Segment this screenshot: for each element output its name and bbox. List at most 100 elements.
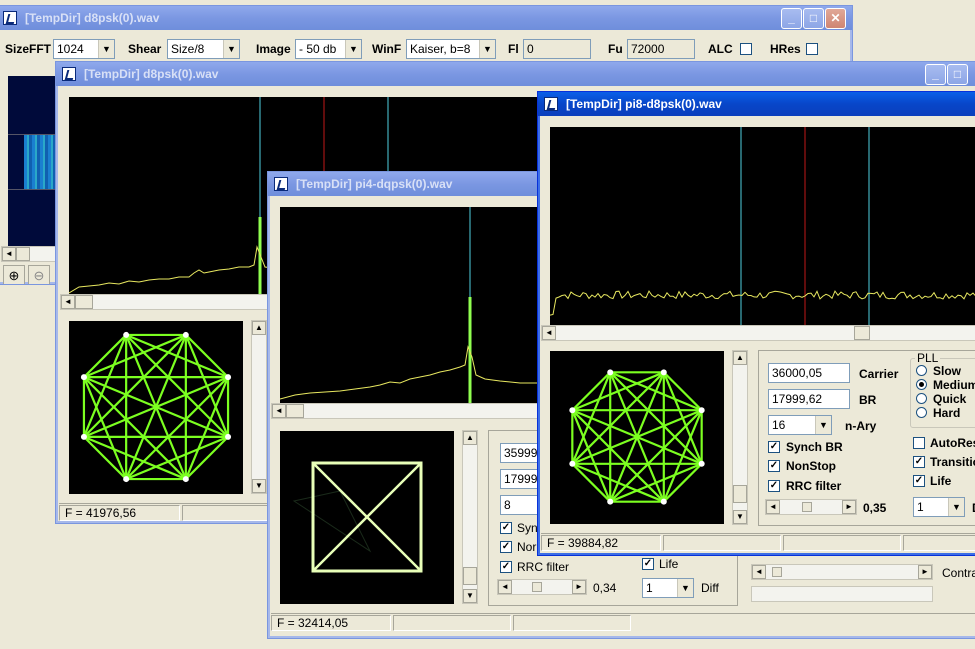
constellation-edge [662, 409, 703, 503]
synch-br-label: Synch BR [786, 440, 843, 454]
rrc-filter-checkbox[interactable]: ✓ [768, 480, 780, 492]
slider-thumb[interactable] [802, 502, 812, 512]
constellation-scrollbar[interactable]: ▲ ▼ [462, 430, 478, 604]
scroll-right-button[interactable]: ► [842, 500, 856, 514]
rolloff-slider[interactable]: ◄ ► [765, 499, 857, 515]
rolloff-slider[interactable]: ◄ ► [497, 579, 587, 595]
fl-input[interactable]: 0 [523, 39, 591, 59]
shear-select[interactable]: Size/8 ▼ [167, 39, 240, 59]
zoom-out-icon[interactable]: ⊖ [28, 265, 50, 284]
rolloff-value: 0,35 [863, 501, 887, 515]
status-frequency: F = 41976,56 [59, 505, 180, 521]
br-input[interactable]: 17999,62 [768, 389, 850, 409]
scroll-thumb[interactable] [463, 567, 477, 585]
alc-label: ALC [708, 42, 733, 56]
scroll-left-button[interactable]: ◄ [272, 404, 286, 418]
minimize-button[interactable]: _ [925, 64, 946, 85]
nonstop-checkbox[interactable]: ✓ [768, 460, 780, 472]
title-bar[interactable]: [TempDir] pi8-d8psk(0).wav [538, 92, 975, 116]
pll-hard-radio[interactable] [916, 407, 927, 418]
constellation-diagonal [312, 462, 422, 572]
waterfall-scrollbar[interactable]: ◄ [1, 246, 57, 262]
diff-select[interactable]: 1 ▼ [642, 578, 694, 598]
spectrum-scrollbar[interactable]: ◄ [541, 325, 975, 341]
slider-thumb[interactable] [772, 567, 782, 577]
constellation-scrollbar[interactable]: ▲ ▼ [732, 350, 748, 525]
winf-label: WinF [372, 42, 402, 56]
hres-checkbox[interactable] [806, 43, 818, 55]
synch-br-checkbox[interactable]: ✓ [768, 441, 780, 453]
window-title: [TempDir] d8psk(0).wav [25, 11, 160, 25]
scroll-left-button[interactable]: ◄ [752, 565, 766, 579]
constellation-svg [292, 461, 423, 573]
transition-checkbox[interactable]: ✓ [913, 456, 925, 468]
fu-input[interactable]: 72000 [627, 39, 695, 59]
autoreset-checkbox[interactable] [913, 437, 925, 449]
sizefft-label: SizeFFT [5, 42, 52, 56]
scroll-thumb[interactable] [286, 404, 304, 418]
scroll-up-button[interactable]: ▲ [463, 431, 477, 445]
scroll-right-button[interactable]: ► [572, 580, 586, 594]
pll-medium-radio[interactable] [916, 379, 927, 390]
waterfall-grid-line [8, 134, 58, 135]
maximize-button[interactable]: □ [947, 64, 968, 85]
scroll-down-button[interactable]: ▼ [733, 510, 747, 524]
scroll-left-button[interactable]: ◄ [766, 500, 780, 514]
scroll-left-button[interactable]: ◄ [542, 326, 556, 340]
life-checkbox[interactable]: ✓ [642, 558, 654, 570]
image-select[interactable]: - 50 db ▼ [295, 39, 362, 59]
slider-thumb[interactable] [532, 582, 542, 592]
nonstop-checkbox[interactable]: ✓ [500, 541, 512, 553]
scroll-right-button[interactable]: ► [918, 565, 932, 579]
spectrum-scrollbar[interactable]: ◄ [271, 403, 541, 419]
carrier-input[interactable]: 36000,05 [768, 363, 850, 383]
window-title: [TempDir] d8psk(0).wav [84, 67, 219, 81]
winf-select[interactable]: Kaiser, b=8 ▼ [406, 39, 496, 59]
chevron-down-icon: ▼ [815, 416, 831, 434]
contrast-slider[interactable]: ◄ ► [751, 564, 933, 580]
window-title: [TempDir] pi8-d8psk(0).wav [566, 97, 722, 111]
scroll-thumb[interactable] [733, 485, 747, 503]
scroll-down-button[interactable]: ▼ [463, 589, 477, 603]
pll-slow-radio[interactable] [916, 365, 927, 376]
constellation-plot [69, 321, 243, 494]
synch-br-checkbox[interactable]: ✓ [500, 522, 512, 534]
pll-quick-radio[interactable] [916, 393, 927, 404]
scroll-left-button[interactable]: ◄ [61, 295, 75, 309]
constellation-scrollbar[interactable]: ▲ ▼ [251, 320, 267, 494]
zoom-in-icon[interactable]: ⊕ [3, 265, 25, 284]
life-checkbox[interactable]: ✓ [913, 475, 925, 487]
alc-checkbox[interactable] [740, 43, 752, 55]
constellation-point [80, 374, 87, 381]
scroll-left-button[interactable]: ◄ [498, 580, 512, 594]
app-icon [3, 11, 17, 25]
minimize-button[interactable]: _ [781, 8, 802, 29]
nary-select[interactable]: 16 ▼ [768, 415, 832, 435]
rrc-filter-label: RRC filter [786, 479, 842, 493]
constellation-edge [83, 334, 187, 438]
fu-label: Fu [608, 42, 623, 56]
diff-select[interactable]: 1 ▼ [913, 497, 965, 517]
sizefft-select[interactable]: 1024 ▼ [53, 39, 115, 59]
constellation-edge [83, 334, 127, 378]
scroll-up-button[interactable]: ▲ [252, 321, 266, 335]
close-button[interactable]: ✕ [825, 8, 846, 29]
title-bar[interactable]: [TempDir] d8psk(0).wav [56, 62, 975, 86]
constellation-edge [83, 376, 229, 438]
status-frequency: F = 32414,05 [271, 615, 391, 631]
scroll-down-button[interactable]: ▼ [252, 479, 266, 493]
maximize-button[interactable]: □ [803, 8, 824, 29]
br-label: BR [859, 393, 877, 407]
title-bar[interactable]: [TempDir] d8psk(0).wav [0, 6, 852, 30]
scroll-thumb[interactable] [75, 295, 93, 309]
scroll-left-button[interactable]: ◄ [2, 247, 16, 261]
nonstop-label: NonStop [786, 459, 836, 473]
scroll-up-button[interactable]: ▲ [733, 351, 747, 365]
constellation-edge [83, 333, 187, 379]
rrc-filter-checkbox[interactable]: ✓ [500, 561, 512, 573]
constellation-point [569, 460, 576, 467]
scroll-thumb[interactable] [16, 247, 30, 261]
scroll-thumb[interactable] [854, 326, 870, 340]
chevron-down-icon: ▼ [98, 40, 114, 58]
secondary-slider[interactable] [751, 586, 933, 602]
